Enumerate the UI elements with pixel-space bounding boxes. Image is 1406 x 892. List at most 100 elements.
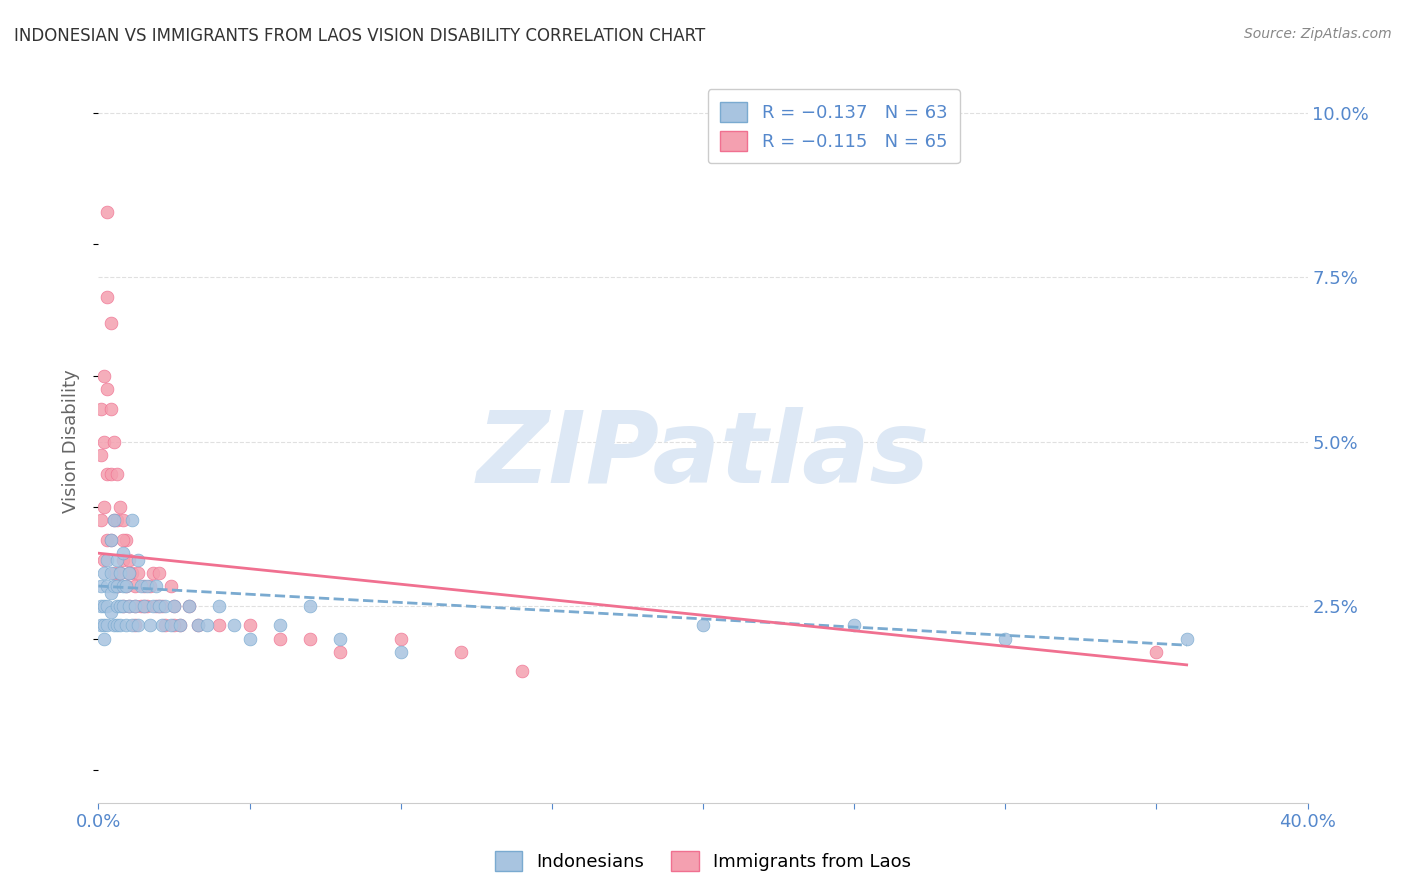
Point — [169, 618, 191, 632]
Point — [111, 599, 134, 613]
Text: Source: ZipAtlas.com: Source: ZipAtlas.com — [1244, 27, 1392, 41]
Point — [90, 401, 112, 416]
Point — [121, 566, 143, 580]
Point — [153, 618, 176, 632]
Point — [450, 645, 472, 659]
Point — [96, 618, 118, 632]
Point — [145, 579, 167, 593]
Point — [195, 618, 218, 632]
Point — [103, 579, 125, 593]
Point — [100, 566, 122, 580]
Point — [692, 618, 714, 632]
Point — [124, 599, 146, 613]
Point — [169, 618, 191, 632]
Point — [90, 599, 112, 613]
Point — [139, 579, 162, 593]
Point — [299, 599, 322, 613]
Point — [153, 599, 176, 613]
Point — [105, 618, 128, 632]
Point — [148, 566, 170, 580]
Point — [150, 618, 173, 632]
Point — [239, 632, 262, 646]
Point — [96, 204, 118, 219]
Point — [100, 605, 122, 619]
Point — [93, 599, 115, 613]
Point — [90, 513, 112, 527]
Point — [127, 566, 149, 580]
Point — [145, 599, 167, 613]
Point — [389, 645, 412, 659]
Point — [93, 553, 115, 567]
Point — [103, 513, 125, 527]
Point — [160, 579, 183, 593]
Point — [103, 618, 125, 632]
Legend: R = −0.137   N = 63, R = −0.115   N = 65: R = −0.137 N = 63, R = −0.115 N = 65 — [707, 89, 960, 163]
Point — [93, 566, 115, 580]
Point — [111, 579, 134, 593]
Point — [127, 618, 149, 632]
Point — [187, 618, 209, 632]
Point — [135, 579, 157, 593]
Point — [224, 618, 246, 632]
Point — [124, 579, 146, 593]
Point — [93, 618, 115, 632]
Point — [111, 553, 134, 567]
Point — [93, 500, 115, 515]
Point — [239, 618, 262, 632]
Point — [329, 632, 352, 646]
Point — [96, 579, 118, 593]
Point — [108, 599, 131, 613]
Text: ZIPatlas: ZIPatlas — [477, 408, 929, 505]
Point — [121, 618, 143, 632]
Point — [90, 448, 112, 462]
Point — [103, 434, 125, 449]
Point — [114, 533, 136, 547]
Point — [96, 290, 118, 304]
Point — [100, 467, 122, 482]
Point — [142, 599, 165, 613]
Text: INDONESIAN VS IMMIGRANTS FROM LAOS VISION DISABILITY CORRELATION CHART: INDONESIAN VS IMMIGRANTS FROM LAOS VISIO… — [14, 27, 706, 45]
Point — [96, 382, 118, 396]
Point — [100, 533, 122, 547]
Point — [148, 599, 170, 613]
Point — [187, 618, 209, 632]
Point — [389, 632, 412, 646]
Point — [142, 566, 165, 580]
Point — [96, 467, 118, 482]
Point — [114, 579, 136, 593]
Point — [93, 368, 115, 383]
Point — [96, 599, 118, 613]
Point — [139, 618, 162, 632]
Point — [135, 599, 157, 613]
Point — [114, 618, 136, 632]
Point — [129, 579, 152, 593]
Point — [108, 566, 131, 580]
Point — [208, 618, 231, 632]
Point — [111, 546, 134, 560]
Point — [105, 513, 128, 527]
Point — [1144, 645, 1167, 659]
Point — [103, 513, 125, 527]
Point — [103, 566, 125, 580]
Point — [114, 579, 136, 593]
Point — [100, 585, 122, 599]
Point — [163, 618, 186, 632]
Point — [90, 618, 112, 632]
Point — [108, 618, 131, 632]
Point — [108, 500, 131, 515]
Point — [208, 599, 231, 613]
Point — [105, 467, 128, 482]
Point — [96, 553, 118, 567]
Point — [163, 599, 186, 613]
Point — [124, 599, 146, 613]
Point — [179, 599, 201, 613]
Point — [105, 579, 128, 593]
Point — [118, 599, 141, 613]
Point — [124, 618, 146, 632]
Point — [105, 579, 128, 593]
Point — [100, 401, 122, 416]
Point — [108, 566, 131, 580]
Point — [150, 599, 173, 613]
Point — [132, 579, 155, 593]
Point — [121, 513, 143, 527]
